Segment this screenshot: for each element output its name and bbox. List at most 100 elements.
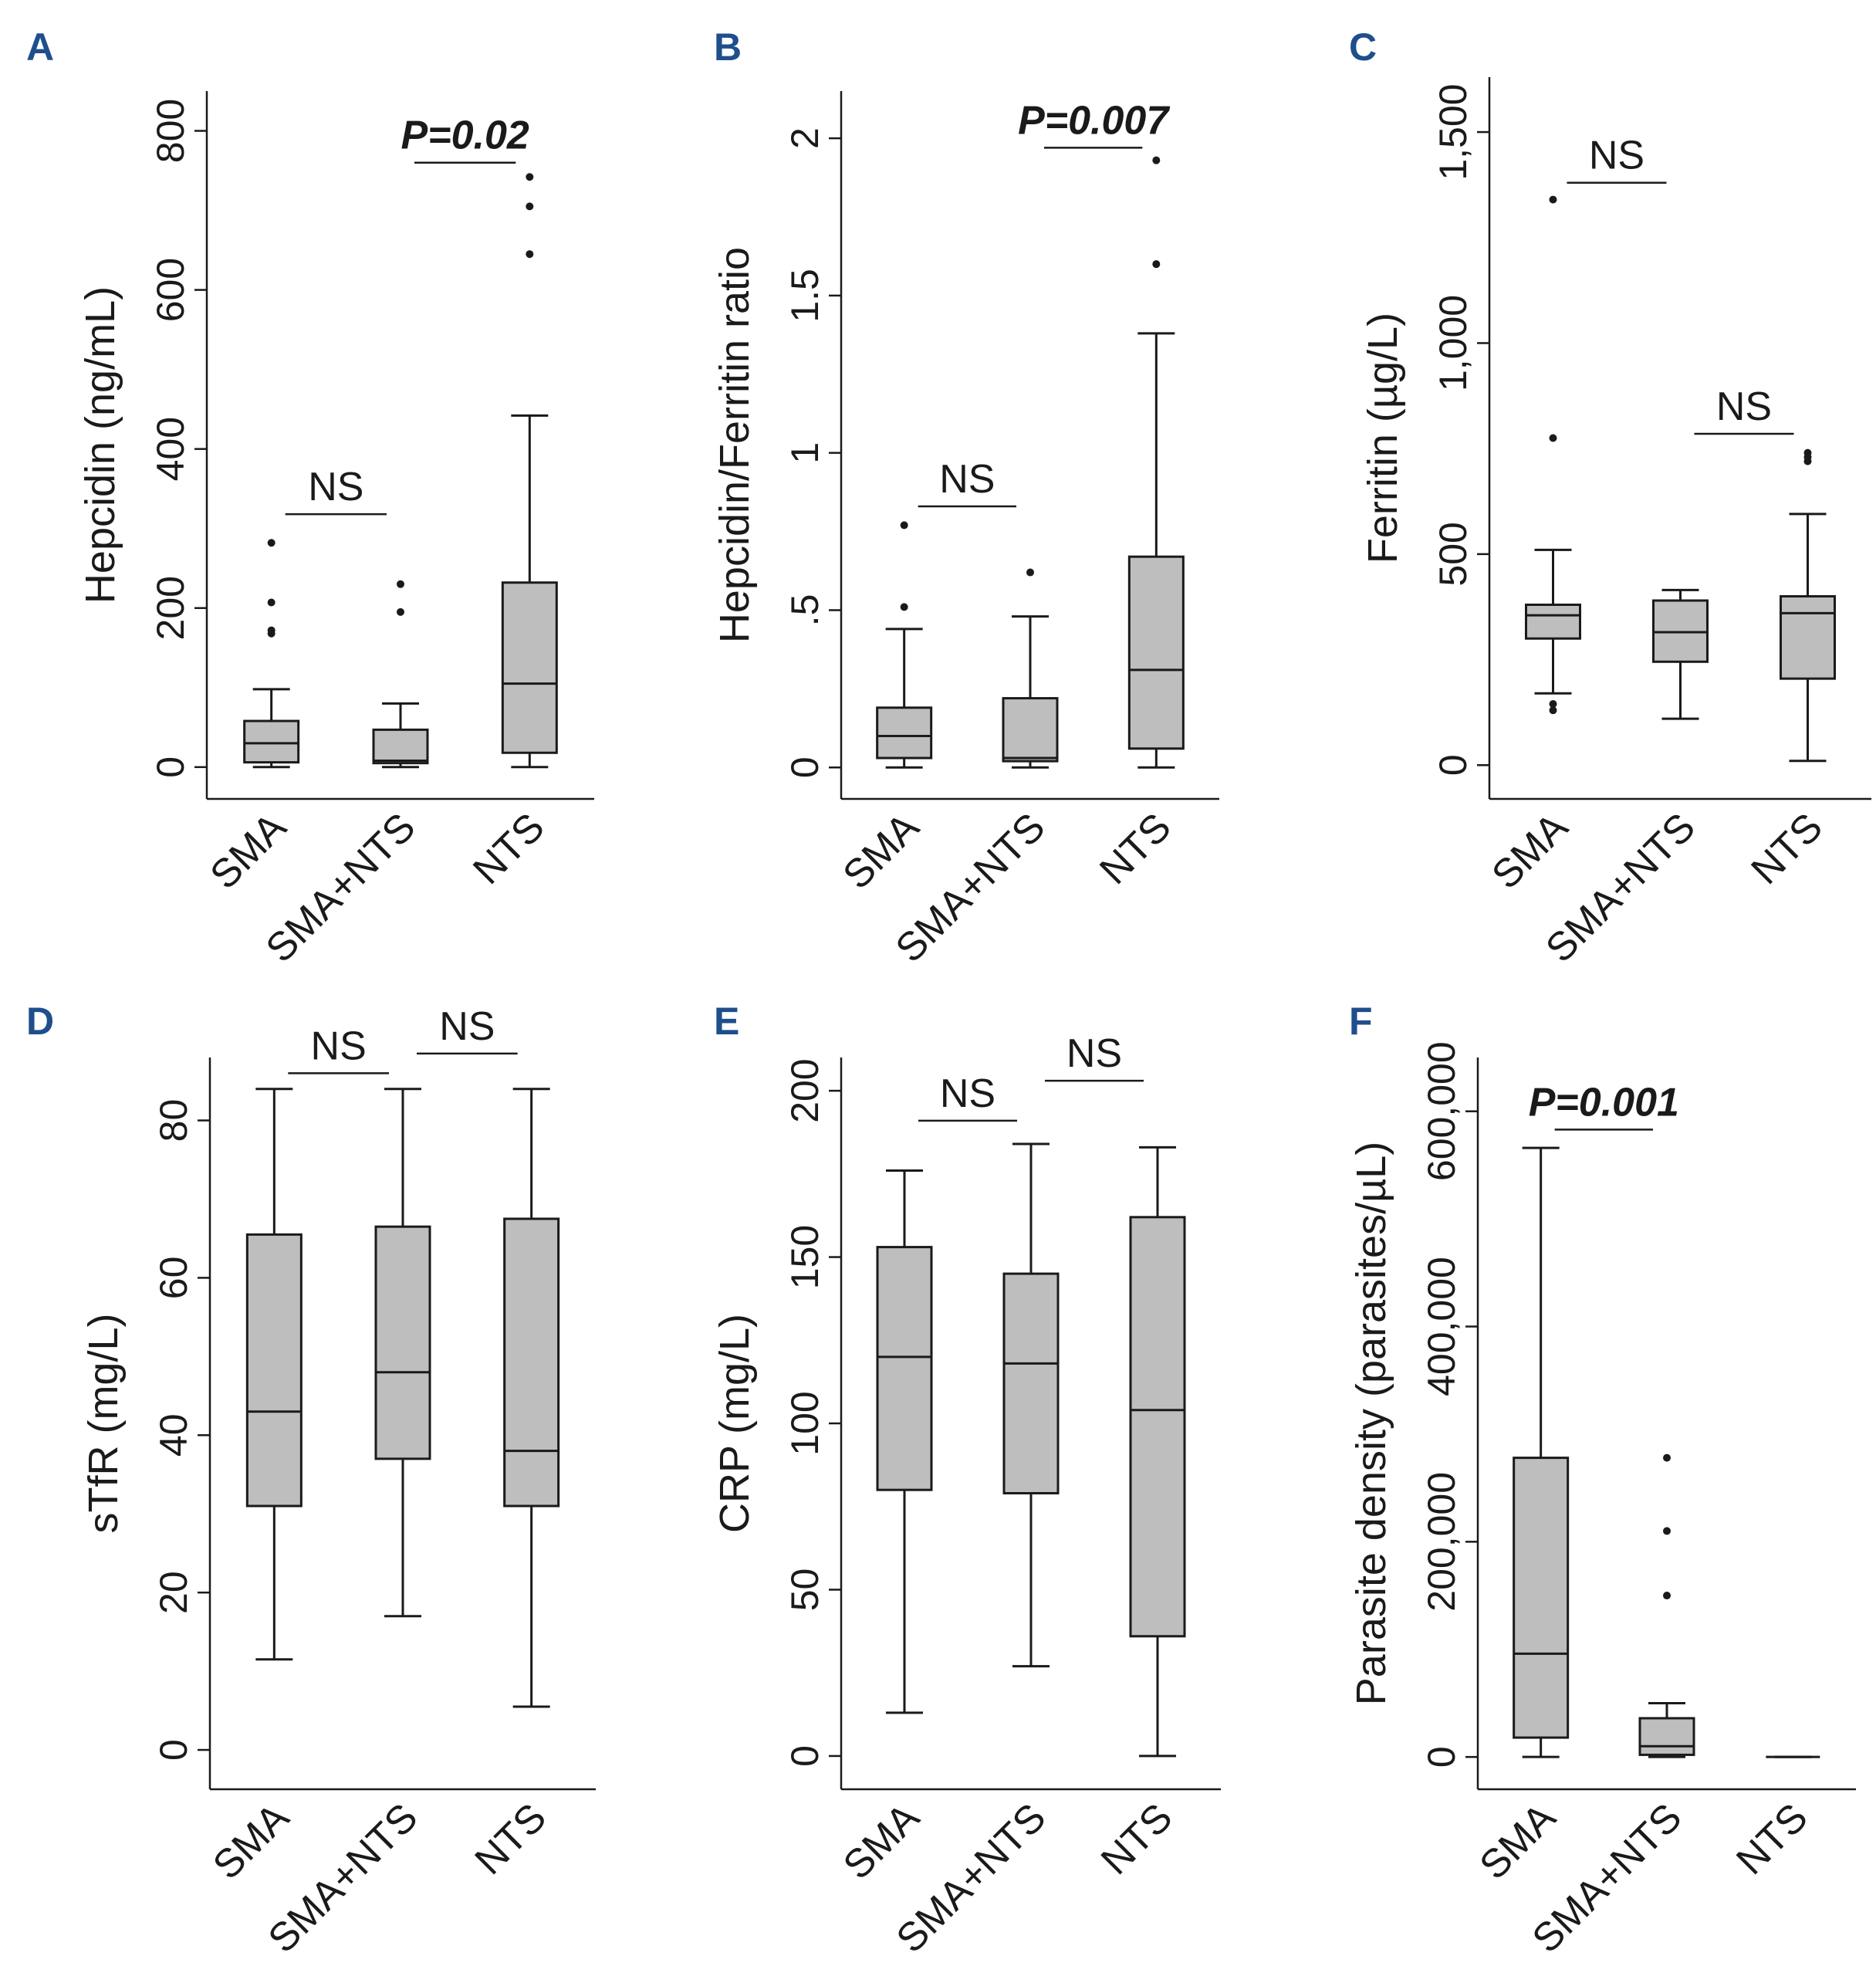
y-tick-label: 60 — [152, 1257, 195, 1300]
panel-letter: C — [1349, 25, 1377, 69]
iqr-box — [1513, 1457, 1570, 1739]
iqr-box — [1780, 595, 1836, 680]
category-label: SMA — [835, 1795, 928, 1888]
y-tick-label: 400,000 — [1420, 1257, 1463, 1396]
y-tick-label: 200 — [149, 576, 192, 640]
box-nts — [1127, 156, 1185, 769]
box-sma-nts — [1002, 1142, 1060, 1668]
outlier-point — [1663, 1592, 1671, 1600]
y-tick-label: 0 — [1432, 754, 1475, 776]
box-sma — [243, 539, 300, 769]
outlier-point — [1663, 1527, 1671, 1535]
y-tick-label: 0 — [1420, 1746, 1463, 1768]
box-sma-nts — [374, 1088, 431, 1618]
category-label: NTS — [465, 804, 553, 893]
iqr-box — [372, 728, 429, 765]
y-tick-label: 1.5 — [783, 269, 826, 323]
box-sma — [876, 521, 933, 769]
y-tick-label: 0 — [783, 756, 826, 778]
y-axis-label: Hepcidin/Ferritin ratio — [712, 247, 758, 643]
outlier-point — [526, 173, 534, 181]
y-tick-label: 600 — [149, 258, 192, 322]
y-tick-label: 200,000 — [1420, 1472, 1463, 1612]
iqr-box — [245, 1233, 303, 1508]
comparison-label: NS — [439, 1004, 495, 1049]
box-sma — [1513, 1146, 1570, 1758]
y-axis-label: Parasite density (parasites/µL) — [1348, 1142, 1394, 1705]
box-nts — [1129, 1145, 1186, 1758]
comparison-label: NS — [940, 1071, 995, 1116]
outlier-point — [1549, 699, 1557, 708]
category-label: SMA — [205, 1795, 298, 1888]
y-axis-label: sTfR (mg/L) — [80, 1313, 127, 1533]
comparison-label: NS — [1589, 134, 1644, 178]
comparison-label: NS — [939, 457, 995, 502]
y-tick-label: 500 — [1432, 522, 1475, 586]
y-tick-label: 0 — [149, 756, 192, 778]
box-nts — [1780, 448, 1836, 763]
y-tick-label: 100 — [783, 1391, 826, 1455]
box-sma — [876, 1169, 933, 1714]
y-tick-label: 40 — [152, 1413, 195, 1457]
category-label: SMA — [1471, 1795, 1564, 1888]
y-axis-label: Hepcidin (ng/mL) — [77, 286, 123, 604]
y-tick-label: 1,500 — [1432, 84, 1475, 181]
iqr-box — [503, 1217, 560, 1508]
box-sma-nts — [1002, 568, 1059, 769]
y-tick-label: .5 — [783, 594, 826, 627]
y-tick-label: 0 — [783, 1745, 826, 1767]
outlier-point — [397, 580, 404, 588]
outlier-point — [1549, 195, 1557, 204]
panel-letter: F — [1349, 1000, 1373, 1043]
y-tick-label: 1 — [783, 442, 826, 464]
category-label: SMA — [1483, 804, 1577, 898]
outlier-point — [526, 250, 534, 259]
iqr-box — [1525, 603, 1581, 640]
panel-letter: D — [26, 1000, 54, 1043]
iqr-box — [243, 719, 300, 764]
outlier-point — [900, 603, 908, 611]
outlier-point — [1152, 260, 1161, 269]
iqr-box — [1002, 1272, 1060, 1494]
box-sma-nts — [372, 580, 429, 769]
y-tick-label: 800 — [149, 99, 192, 163]
comparison-label: P=0.02 — [401, 113, 529, 158]
outlier-point — [267, 598, 275, 607]
outlier-point — [526, 202, 534, 211]
y-tick-label: 80 — [152, 1099, 195, 1142]
y-axis-label: Ferritin (µg/L) — [1360, 313, 1406, 563]
category-label: NTS — [1742, 804, 1831, 893]
iqr-box — [1638, 1717, 1695, 1756]
comparison-label: P=0.001 — [1529, 1080, 1679, 1125]
comparison-label: P=0.007 — [1018, 98, 1170, 143]
outlier-point — [267, 626, 275, 634]
panel-letter: E — [714, 1000, 739, 1043]
outlier-point — [1152, 156, 1161, 164]
outlier-point — [1026, 568, 1034, 577]
outlier-point — [900, 521, 908, 530]
outlier-point — [397, 607, 404, 616]
y-tick-label: 50 — [783, 1568, 826, 1612]
box-nts — [503, 1088, 560, 1708]
outlier-point — [1549, 434, 1557, 442]
outlier-point — [1549, 706, 1557, 715]
comparison-label: NS — [311, 1024, 367, 1068]
box-sma-nts — [1652, 588, 1709, 720]
category-label: SMA — [834, 804, 928, 898]
box-sma-nts — [1638, 1453, 1695, 1758]
iqr-box — [1129, 1216, 1186, 1638]
iqr-box — [1002, 697, 1059, 763]
y-tick-label: 200 — [783, 1058, 826, 1122]
y-tick-label: 0 — [152, 1739, 195, 1761]
box-sma — [245, 1088, 303, 1661]
box-sma — [1525, 195, 1581, 715]
iqr-box — [374, 1225, 431, 1460]
comparison-label: NS — [1716, 384, 1772, 429]
panel-letter: B — [714, 25, 742, 69]
category-label: NTS — [1091, 804, 1180, 893]
